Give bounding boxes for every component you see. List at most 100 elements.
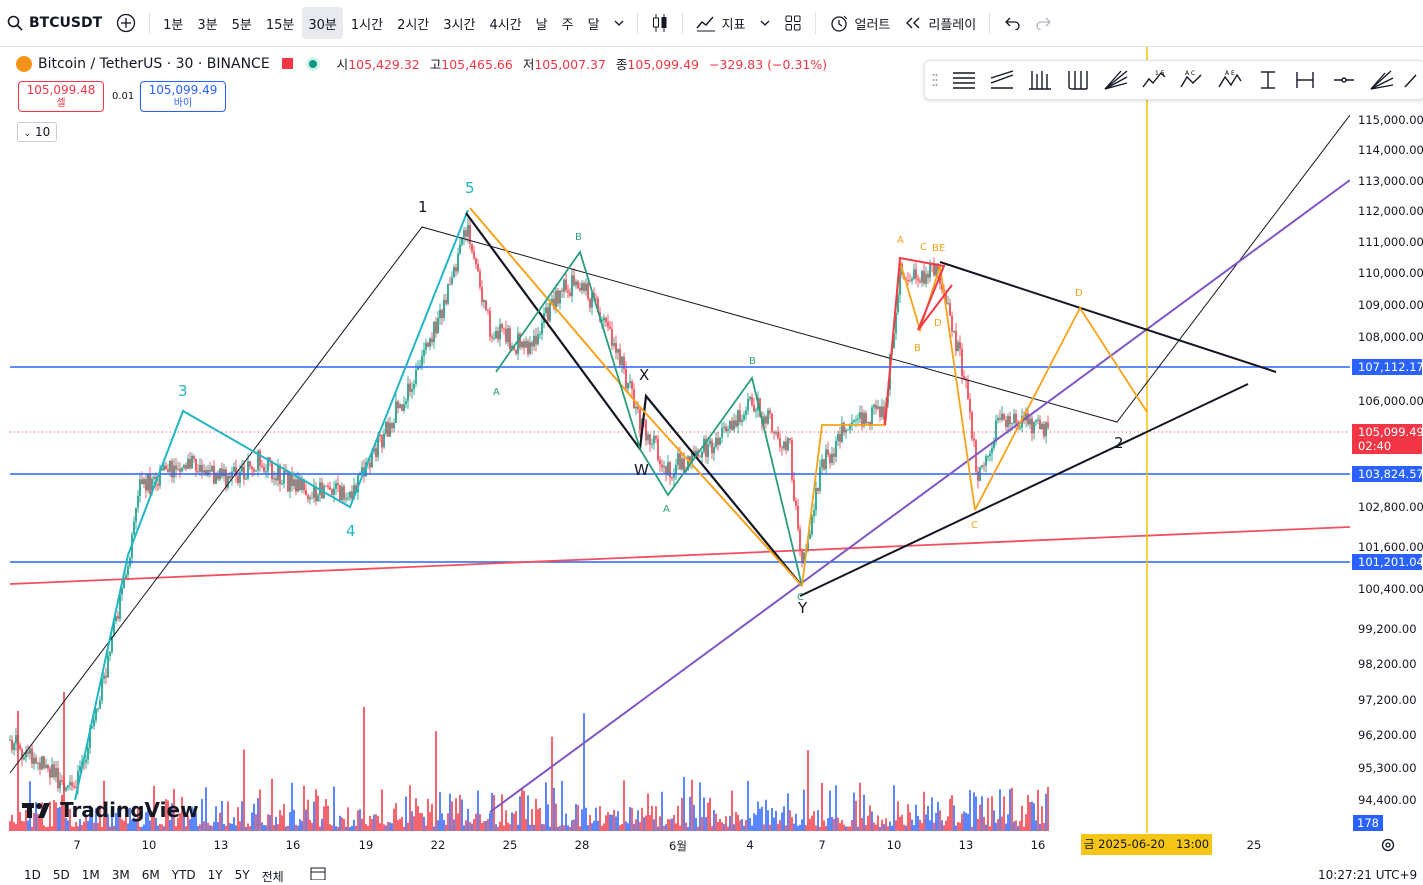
candle-body <box>1013 413 1015 424</box>
candle-body <box>609 326 611 330</box>
price-scale[interactable]: 115,000.00 114,000.00 113,000.00 112,000.00… <box>1350 47 1423 833</box>
impulse-channel-line[interactable] <box>9 114 1350 774</box>
upper-triangle-line[interactable] <box>939 261 1277 373</box>
interval-11[interactable]: 달 <box>587 17 600 33</box>
price-range-tool-icon[interactable] <box>1325 65 1363 95</box>
red-harmonic[interactable] <box>884 256 953 426</box>
elliott-correction-tool-icon[interactable]: A C <box>1173 65 1211 95</box>
candle-body <box>945 293 947 304</box>
range-button-0[interactable]: 1D <box>24 868 41 882</box>
candle-body <box>473 251 475 259</box>
volume-bar <box>885 818 887 831</box>
interval-5[interactable]: 1시간 <box>350 17 384 33</box>
arrow-tool-icon[interactable] <box>1401 65 1419 95</box>
legend-title[interactable]: Bitcoin / TetherUS · 30 · BINANCE <box>38 55 270 72</box>
candle-body <box>141 479 143 485</box>
interval-dropdown[interactable] <box>608 7 630 39</box>
interval-1[interactable]: 3분 <box>197 17 218 33</box>
candle-body <box>315 486 317 501</box>
gann-tool-icon[interactable] <box>1059 65 1097 95</box>
date-range-tool-icon[interactable] <box>1287 65 1325 95</box>
orange-harmonic-2[interactable] <box>974 306 1148 511</box>
orange-harmonic-1[interactable] <box>801 261 976 587</box>
indicators-button[interactable]: 지표 <box>690 7 752 39</box>
volume-bar <box>851 819 853 831</box>
horizontal-lines-tool-icon[interactable] <box>945 65 983 95</box>
fan-tool-icon[interactable] <box>1363 65 1401 95</box>
symbol-search[interactable]: BTCUSDT <box>1 7 108 39</box>
green-zigzag-1[interactable] <box>495 249 641 450</box>
wave-label-b1: B <box>575 232 582 243</box>
red-trendline[interactable] <box>9 526 1350 585</box>
volume-bar <box>335 826 337 831</box>
candle-body <box>47 764 49 769</box>
layout-button[interactable] <box>778 7 808 39</box>
volume-bar <box>225 825 227 831</box>
pitchfork-tool-icon[interactable] <box>1021 65 1059 95</box>
alert-button[interactable]: 얼러트 <box>823 7 897 39</box>
sell-button[interactable]: 105,099.48 셀 <box>18 81 104 112</box>
volume-bar <box>921 823 923 831</box>
elliott-triangle-tool-icon[interactable]: A E <box>1211 65 1249 95</box>
measure-tool-icon[interactable] <box>1249 65 1287 95</box>
flag-icon[interactable] <box>281 58 293 69</box>
range-button-3[interactable]: 3M <box>111 868 130 882</box>
range-button-7[interactable]: 5Y <box>234 868 250 882</box>
candle-body <box>73 786 75 788</box>
redo-button[interactable] <box>1029 7 1059 39</box>
purple-trendline[interactable] <box>489 179 1350 813</box>
volume-bar <box>653 819 655 831</box>
volume-bar <box>973 792 975 831</box>
drag-handle-icon[interactable] <box>925 65 945 95</box>
clock[interactable]: 10:27:21 UTC+9 <box>1318 868 1418 882</box>
black-wxy-wave[interactable] <box>465 212 803 587</box>
channel-tool-icon[interactable] <box>983 65 1021 95</box>
volume-bar <box>261 822 263 831</box>
market-status-icon[interactable] <box>308 59 317 68</box>
interval-4[interactable]: 30분 <box>302 7 343 39</box>
candle-body <box>815 487 817 511</box>
volume-bar <box>959 822 961 831</box>
price-tick: 111,000.00 <box>1358 235 1423 249</box>
range-button-6[interactable]: 1Y <box>207 868 223 882</box>
settings-icon[interactable] <box>1380 837 1396 857</box>
elliott-impulse-tool-icon[interactable]: 1 5 <box>1135 65 1173 95</box>
interval-6[interactable]: 2시간 <box>397 17 430 33</box>
green-zigzag-2[interactable] <box>639 375 803 587</box>
range-button-1[interactable]: 5D <box>52 868 70 882</box>
range-button-2[interactable]: 1M <box>81 868 100 882</box>
range-button-5[interactable]: YTD <box>171 868 196 882</box>
interval-8[interactable]: 4시간 <box>489 17 522 33</box>
volume-indicator-toggle[interactable]: ⌄ 10 <box>17 122 57 142</box>
interval-7[interactable]: 3시간 <box>443 17 476 33</box>
candle-body <box>125 574 127 579</box>
current-price-label: 105,099.49 02:40 <box>1352 424 1423 454</box>
fib-fan-tool-icon[interactable] <box>1097 65 1135 95</box>
replay-button[interactable]: 리플레이 <box>898 7 982 39</box>
teal-impulse-wave[interactable] <box>74 209 469 801</box>
calendar-icon[interactable] <box>310 866 326 883</box>
indicators-dropdown[interactable] <box>754 7 776 39</box>
range-button-8[interactable]: 전체 <box>261 870 284 884</box>
interval-10[interactable]: 주 <box>561 17 574 33</box>
orange-abc-wave[interactable] <box>469 207 803 587</box>
chart-type-button[interactable] <box>645 7 675 39</box>
buy-button[interactable]: 105,099.49 바이 <box>140 81 226 112</box>
lower-triangle-line[interactable] <box>799 383 1249 597</box>
range-button-4[interactable]: 6M <box>141 868 160 882</box>
interval-9[interactable]: 날 <box>535 17 548 33</box>
interval-3[interactable]: 15분 <box>265 17 295 33</box>
add-symbol-button[interactable] <box>110 7 142 39</box>
candle-body <box>711 440 713 454</box>
interval-2[interactable]: 5분 <box>231 17 252 33</box>
interval-0[interactable]: 1분 <box>163 17 184 33</box>
price-tick: 110,000.00 <box>1358 266 1423 280</box>
volume-bar <box>1029 801 1031 831</box>
undo-button[interactable] <box>997 7 1027 39</box>
candle-body <box>839 434 841 442</box>
volume-bar <box>339 815 341 831</box>
volume-bar <box>587 825 589 831</box>
candle-body <box>769 410 771 414</box>
price-chart[interactable]: 1 3 4 5 2 X W Y A B A B C A C BE B D C D <box>0 47 1350 833</box>
tradingview-logo[interactable]: TradingView <box>22 798 199 822</box>
